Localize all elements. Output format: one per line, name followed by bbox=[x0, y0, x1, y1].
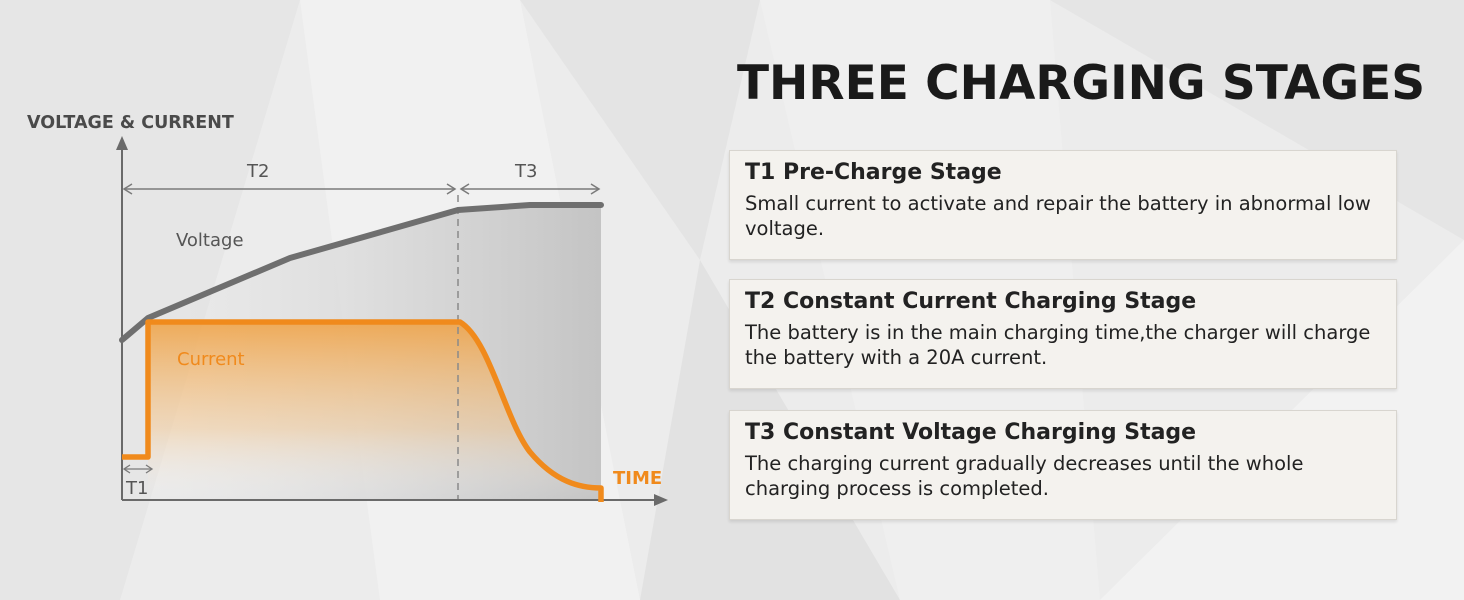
span-t3-arrow bbox=[459, 183, 601, 195]
stage-card-t2: T2 Constant Current Charging Stage The b… bbox=[729, 279, 1397, 389]
span-t3-label: T3 bbox=[514, 161, 537, 182]
stage-card-text: The charging current gradually decreases… bbox=[745, 452, 1304, 500]
span-t1-arrow bbox=[122, 464, 154, 474]
x-axis-arrow bbox=[654, 494, 668, 506]
charging-diagram: VOLTAGE & CURRENT TIME Voltage Current T… bbox=[27, 113, 668, 506]
span-t2-arrow bbox=[122, 183, 457, 195]
stage-card-text: Small current to activate and repair the… bbox=[745, 192, 1371, 240]
stage-card-t3: T3 Constant Voltage Charging Stage The c… bbox=[729, 410, 1397, 520]
span-t2-label: T2 bbox=[246, 161, 269, 182]
voltage-curve bbox=[119, 202, 604, 343]
stage-card-title: T1 Pre-Charge Stage bbox=[745, 160, 1002, 185]
y-axis-label: VOLTAGE & CURRENT bbox=[27, 113, 234, 133]
y-axis-arrow bbox=[116, 136, 128, 150]
stage-card-title: T3 Constant Voltage Charging Stage bbox=[745, 420, 1197, 445]
voltage-label: Voltage bbox=[176, 230, 244, 251]
stage-card-text: The battery is in the main charging time… bbox=[745, 321, 1371, 369]
current-label: Current bbox=[177, 349, 245, 370]
page-title: THREE CHARGING STAGES bbox=[737, 56, 1426, 111]
current-curve bbox=[122, 319, 604, 502]
x-axis-label: TIME bbox=[613, 468, 662, 489]
stage-card-t1: T1 Pre-Charge Stage Small current to act… bbox=[729, 150, 1397, 260]
span-t1-label: T1 bbox=[125, 478, 148, 499]
stage-card-title: T2 Constant Current Charging Stage bbox=[745, 289, 1197, 314]
